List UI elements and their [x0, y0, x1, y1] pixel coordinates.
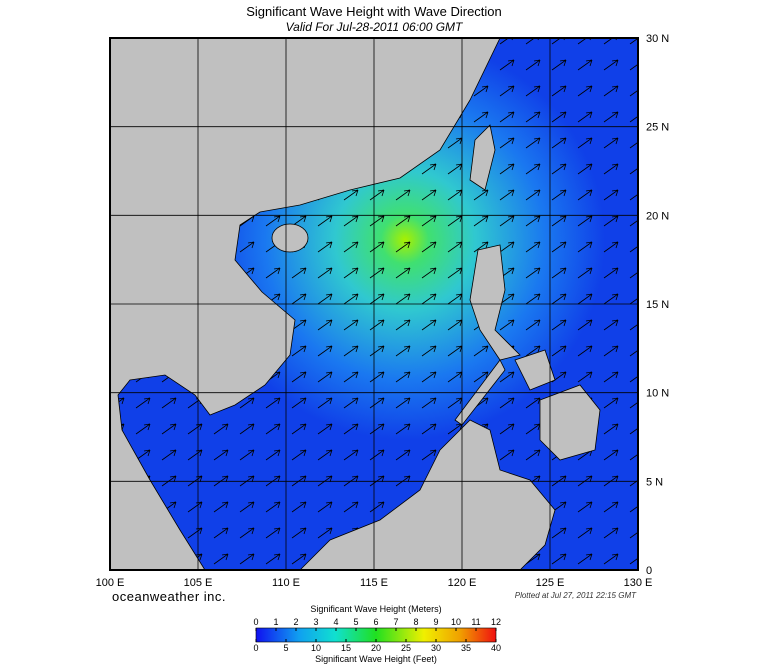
map: [109, 37, 639, 571]
feet-tick-label: 15: [341, 643, 351, 653]
lat-label: 15 N: [646, 299, 669, 311]
meters-tick-label: 3: [313, 617, 318, 627]
feet-tick-label: 5: [283, 643, 288, 653]
lat-label: 0: [646, 565, 652, 577]
land: [109, 37, 601, 571]
subtitle: Valid For Jul-28-2011 06:00 GMT: [286, 20, 464, 34]
feet-tick-label: 35: [461, 643, 471, 653]
feet-tick-label: 30: [431, 643, 441, 653]
lon-label: 100 E: [96, 577, 125, 589]
lon-label: 105 E: [184, 577, 213, 589]
feet-tick-label: 25: [401, 643, 411, 653]
colorbar-title-feet: Significant Wave Height (Feet): [315, 654, 437, 664]
meters-tick-label: 4: [333, 617, 338, 627]
meters-tick-label: 1: [273, 617, 278, 627]
colorbar-title-meters: Significant Wave Height (Meters): [310, 604, 441, 614]
meters-tick-label: 5: [353, 617, 358, 627]
meters-tick-label: 2: [293, 617, 298, 627]
lat-label: 5 N: [646, 476, 663, 488]
lat-label: 20 N: [646, 210, 669, 222]
lat-label: 30 N: [646, 33, 669, 45]
map-frame: [109, 37, 639, 571]
feet-tick-label: 0: [253, 643, 258, 653]
plotted-note: Plotted at Jul 27, 2011 22:15 GMT: [515, 591, 637, 600]
lon-label: 120 E: [448, 577, 477, 589]
feet-tick-label: 10: [311, 643, 321, 653]
lon-label: 115 E: [360, 577, 388, 589]
lon-label: 125 E: [536, 577, 565, 589]
title: Significant Wave Height with Wave Direct…: [246, 4, 502, 19]
feet-tick-label: 20: [371, 643, 381, 653]
meters-tick-label: 8: [413, 617, 418, 627]
lon-label: 110 E: [272, 577, 300, 589]
meters-tick-label: 10: [451, 617, 461, 627]
lon-label: 130 E: [624, 577, 653, 589]
meters-tick-label: 11: [471, 617, 480, 627]
meters-tick-label: 9: [433, 617, 438, 627]
meters-tick-label: 0: [253, 617, 258, 627]
meters-tick-label: 7: [393, 617, 398, 627]
lat-label: 25 N: [646, 122, 669, 134]
feet-tick-label: 40: [491, 643, 501, 653]
meters-tick-label: 6: [373, 617, 378, 627]
lat-label: 10 N: [646, 388, 669, 400]
meters-tick-label: 12: [491, 617, 501, 627]
brand: oceanweather inc.: [112, 589, 226, 604]
